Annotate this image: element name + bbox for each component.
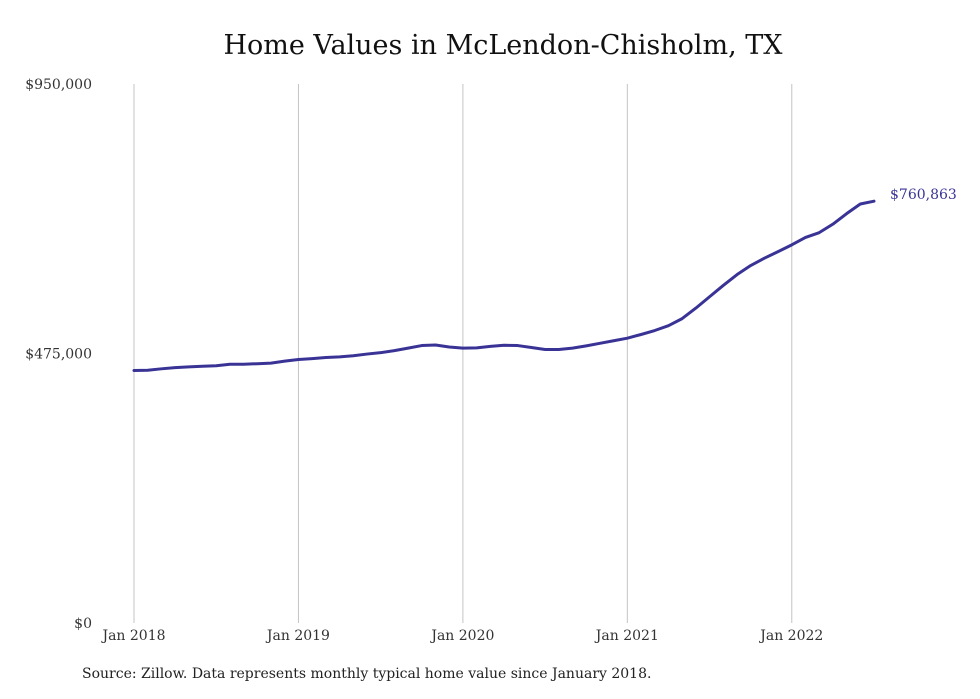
series-line-0	[132, 199, 876, 373]
data-point	[434, 343, 437, 346]
data-point	[461, 347, 464, 350]
data-point	[777, 250, 780, 253]
data-point	[228, 363, 231, 366]
data-point	[598, 342, 601, 345]
data-point	[215, 364, 218, 367]
data-point	[256, 362, 259, 365]
data-point	[311, 357, 314, 360]
data-point	[133, 369, 136, 372]
data-point	[503, 344, 506, 347]
end-value-label: $760,863	[890, 187, 957, 203]
y-tick-label-0: $0	[74, 616, 92, 632]
y-tick-label-1: $475,000	[25, 347, 92, 363]
data-point	[818, 231, 821, 234]
x-axis-ticks: Jan 2018 Jan 2019 Jan 2020 Jan 2021 Jan 2022	[100, 628, 823, 644]
data-point	[489, 345, 492, 348]
data-point	[530, 346, 533, 349]
data-point	[626, 337, 629, 340]
data-point	[859, 203, 862, 206]
data-point	[722, 284, 725, 287]
data-point	[831, 223, 834, 226]
data-point	[352, 354, 355, 357]
data-point	[448, 345, 451, 348]
data-point	[297, 358, 300, 361]
data-point	[201, 365, 204, 368]
data-point	[160, 367, 163, 370]
data-point	[270, 362, 273, 365]
data-point	[365, 353, 368, 356]
data-point	[187, 365, 190, 368]
data-point	[338, 355, 341, 358]
data-point	[571, 347, 574, 350]
data-point	[420, 344, 423, 347]
series-layer	[132, 199, 876, 373]
y-tick-label-2: $950,000	[25, 77, 92, 93]
x-tick-label-3: Jan 2021	[594, 628, 659, 644]
grid-lines	[133, 84, 793, 623]
data-point	[667, 324, 670, 327]
data-point	[174, 366, 177, 369]
x-tick-label-2: Jan 2020	[429, 628, 494, 644]
data-point	[407, 347, 410, 350]
data-point	[845, 212, 848, 215]
data-point	[475, 346, 478, 349]
data-point	[516, 344, 519, 347]
data-point	[544, 348, 547, 351]
x-tick-label-0: Jan 2018	[100, 628, 165, 644]
data-point	[804, 236, 807, 239]
data-point	[694, 307, 697, 310]
data-point	[749, 264, 752, 267]
data-point	[393, 349, 396, 352]
data-point	[873, 200, 876, 203]
data-point	[612, 339, 615, 342]
data-point	[242, 363, 245, 366]
data-point	[735, 273, 738, 276]
data-point	[790, 243, 793, 246]
data-point	[146, 369, 149, 372]
source-note: Source: Zillow. Data represents monthly …	[82, 666, 652, 682]
data-point	[585, 344, 588, 347]
chart-title: Home Values in McLendon-Chisholm, TX	[223, 30, 783, 61]
x-tick-label-1: Jan 2019	[265, 628, 330, 644]
data-point	[324, 356, 327, 359]
x-tick-label-4: Jan 2022	[758, 628, 823, 644]
data-point	[708, 295, 711, 298]
data-point	[681, 317, 684, 320]
data-point	[653, 329, 656, 332]
data-point	[379, 351, 382, 354]
data-point	[640, 333, 643, 336]
label-layer: $760,863	[890, 187, 957, 203]
data-point	[763, 257, 766, 260]
data-point	[557, 348, 560, 351]
data-point	[283, 360, 286, 363]
y-axis-ticks: $0 $475,000 $950,000	[25, 77, 92, 632]
